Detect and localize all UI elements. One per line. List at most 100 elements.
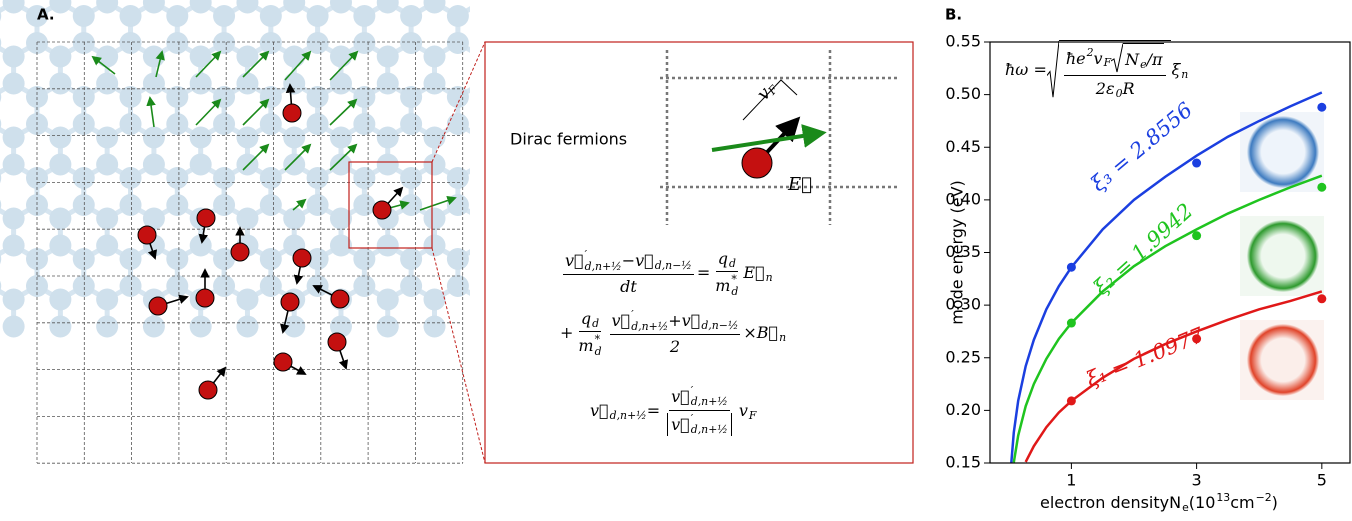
atom [307,113,329,135]
atom [49,235,71,257]
atom [470,0,492,14]
particle [138,226,156,244]
particle [199,381,217,399]
equation: +qdm*dv⃗′d,n+½ + v⃗d,n−½2 × B⃗n [560,308,786,357]
numerator: v⃗′d,n+½ + v⃗d,n−½ [610,309,741,335]
superscript: −2 [1256,492,1272,503]
atom [447,32,469,54]
scripts: F [749,410,757,421]
atom [400,113,422,135]
atom [96,127,118,149]
panel-label: B. [945,6,962,24]
atom [213,32,235,54]
atom [307,5,329,27]
subscript: F [1104,57,1112,68]
subscript: d,n+½ [691,396,728,407]
field-vector [293,200,305,210]
atom [120,86,142,108]
particle [328,333,346,351]
atom [73,167,95,189]
atom [307,194,329,216]
symbol-base: ξ [1171,60,1180,79]
symbol-base: v [739,401,748,420]
data-point [1067,396,1076,405]
particle [149,297,167,315]
atom [143,316,165,338]
atom [540,5,562,27]
atom [73,194,95,216]
atom [213,275,235,297]
atom [260,113,282,135]
superscript: 2 [1087,47,1094,58]
particle [742,148,772,178]
numerator: qd [579,308,601,332]
atom [400,32,422,54]
symbol-base: N [1125,50,1139,69]
radicand: ħe2vFNe/π2ε0R [1059,40,1172,99]
atom [330,127,352,149]
atom [424,127,446,149]
atom [73,5,95,27]
symbol-base: v [1094,49,1103,68]
atom [307,86,329,108]
y-tick-label: 0.15 [945,453,981,472]
atom [564,0,586,14]
symbol: ξn [1171,59,1188,80]
atom [353,32,375,54]
atom [120,167,142,189]
atom [120,248,142,270]
atom [400,86,422,108]
radical-sign [1047,40,1059,99]
atom [353,113,375,135]
atom [400,248,422,270]
atom [377,316,399,338]
atom [143,154,165,176]
atom [260,248,282,270]
inset-caption: Dirac fermions [510,130,627,149]
y-tick-label: 0.25 [945,347,981,366]
symbol-base: v⃗ [635,251,654,270]
atom [447,167,469,189]
atom [166,86,188,108]
atom [166,5,188,27]
atom [330,0,352,14]
atom [377,154,399,176]
bond [528,3,551,17]
atom [377,289,399,311]
atom [494,5,516,27]
atom [447,248,469,270]
math-text: ) [1272,493,1278,512]
atom [96,316,118,338]
atom [49,154,71,176]
atom [120,194,142,216]
data-point [1192,231,1201,240]
atom [260,167,282,189]
mode-image [1247,324,1319,396]
subscript: d [595,346,602,357]
series-label: ξ₃ = 2.8556 [1086,98,1197,196]
particle [293,249,311,267]
atom [424,235,446,257]
atom [49,46,71,68]
numerator: v⃗′d,n+½ [669,385,730,411]
subscript: d,n+½ [585,261,622,272]
atom [190,316,212,338]
atom [120,5,142,27]
math-text: × [743,323,756,342]
atom [3,289,25,311]
atom [353,248,375,270]
mode-images [1240,112,1324,400]
atom [143,73,165,95]
numerator: ħe2vFNe/π [1064,43,1167,76]
subscript: d,n+½ [691,424,728,435]
atom [236,127,258,149]
atom [283,46,305,68]
superscript: 13 [1216,492,1230,503]
atom [447,113,469,135]
symbol: qd [581,308,599,329]
atom [307,167,329,189]
